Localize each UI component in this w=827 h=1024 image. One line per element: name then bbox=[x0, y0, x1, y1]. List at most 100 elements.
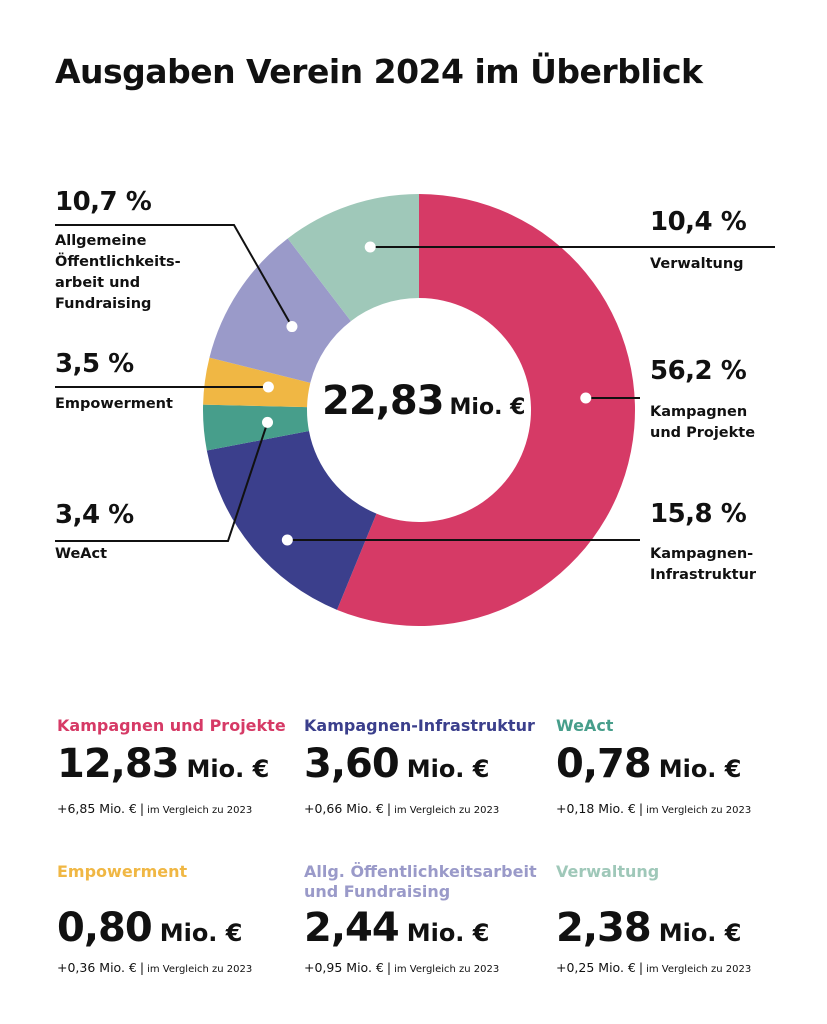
card-compare: im Vergleich zu 2023 bbox=[646, 805, 752, 816]
card-oeffentlichkeit: Allg. Öffentlichkeitsarbeit und Fundraisi… bbox=[304, 862, 549, 975]
slice-label-line: Kampagnen- bbox=[650, 546, 754, 562]
card-infra: Kampagnen-Infrastruktur 3,60 Mio. € +0,66 M… bbox=[304, 716, 549, 816]
card-label-line: Verwaltung bbox=[556, 862, 660, 881]
marker-oeffentlichkeit bbox=[286, 321, 298, 333]
slice-verwaltung bbox=[287, 194, 419, 322]
card-delta: +0,18 Mio. € bbox=[556, 801, 636, 816]
card-delta: +0,66 Mio. € bbox=[304, 801, 384, 816]
card-note: +0,36 Mio. € | im Vergleich zu 2023 bbox=[57, 960, 252, 975]
card-separator: | bbox=[638, 960, 644, 975]
slice-percent-kampagnen: 56,2 % bbox=[650, 356, 747, 386]
card-value-number: 2,38 bbox=[556, 905, 652, 951]
marker-verwaltung bbox=[364, 241, 376, 253]
slice-percent-verwaltung: 10,4 % bbox=[650, 207, 747, 237]
card-label-line: WeAct bbox=[556, 716, 614, 735]
card-separator: | bbox=[386, 960, 392, 975]
slice-oeffentlichkeit bbox=[209, 238, 351, 383]
slice-label-line: arbeit und bbox=[55, 275, 141, 291]
card-label-line: und Fundraising bbox=[304, 882, 451, 901]
card-separator: | bbox=[139, 960, 145, 975]
card-label-line: Allg. Öffentlichkeitsarbeit bbox=[304, 862, 537, 881]
card-value-number: 3,60 bbox=[304, 741, 400, 787]
slice-percent-empowerment: 3,5 % bbox=[55, 349, 134, 379]
card-value-number: 12,83 bbox=[57, 741, 180, 787]
card-empowerment: Empowerment 0,80 Mio. € +0,36 Mio. € | im Ver… bbox=[57, 862, 302, 975]
total-label: 22,83 Mio. € bbox=[322, 378, 525, 424]
slice-kampagnen bbox=[336, 194, 635, 626]
card-label-line: Empowerment bbox=[57, 862, 188, 881]
card-value-unit: Mio. € bbox=[159, 919, 243, 947]
card-value-unit: Mio. € bbox=[406, 919, 490, 947]
marker-weact bbox=[262, 416, 274, 428]
slice-label-verwaltung: Verwaltung bbox=[650, 254, 744, 275]
card-delta: +0,36 Mio. € bbox=[57, 960, 137, 975]
slice-label-line: Kampagnen bbox=[650, 404, 748, 420]
card-verwaltung: Verwaltung 2,38 Mio. € +0,25 Mio. € | im Verg… bbox=[556, 862, 801, 975]
slice-percent-infra: 15,8 % bbox=[650, 499, 747, 529]
card-delta: +0,25 Mio. € bbox=[556, 960, 636, 975]
slice-label-line: Öffentlichkeits- bbox=[55, 254, 181, 270]
card-label: Kampagnen und Projekte bbox=[57, 716, 302, 736]
card-separator: | bbox=[139, 801, 145, 816]
card-value: 2,44 Mio. € bbox=[304, 905, 489, 951]
card-label-line: Kampagnen-Infrastruktur bbox=[304, 716, 535, 735]
marker-empowerment bbox=[262, 381, 274, 393]
slice-label-empowerment: Empowerment bbox=[55, 394, 173, 415]
card-delta: +6,85 Mio. € bbox=[57, 801, 137, 816]
slice-label-line: Verwaltung bbox=[650, 256, 744, 272]
card-value-unit: Mio. € bbox=[658, 755, 742, 783]
total-unit: Mio. € bbox=[449, 395, 526, 420]
slice-label-weact: WeAct bbox=[55, 544, 107, 565]
slice-label-infra: Kampagnen- Infrastruktur bbox=[650, 544, 756, 586]
slice-label-line: und Projekte bbox=[650, 425, 756, 441]
card-value: 0,78 Mio. € bbox=[556, 741, 741, 787]
slice-percent-weact: 3,4 % bbox=[55, 500, 134, 530]
slice-percent-oeffentlichkeit: 10,7 % bbox=[55, 187, 152, 217]
card-value-number: 2,44 bbox=[304, 905, 400, 951]
card-compare: im Vergleich zu 2023 bbox=[147, 964, 253, 975]
card-value: 2,38 Mio. € bbox=[556, 905, 741, 951]
leader-line-oeffentlichkeit bbox=[55, 224, 293, 328]
card-value: 12,83 Mio. € bbox=[57, 741, 269, 787]
slice-label-line: Empowerment bbox=[55, 396, 173, 412]
leader-line-weact bbox=[55, 422, 269, 542]
marker-infra bbox=[281, 534, 293, 546]
slice-empowerment bbox=[203, 357, 311, 408]
card-label: Kampagnen-Infrastruktur bbox=[304, 716, 549, 736]
card-delta: +0,95 Mio. € bbox=[304, 960, 384, 975]
slice-label-line: Infrastruktur bbox=[650, 567, 757, 583]
card-compare: im Vergleich zu 2023 bbox=[394, 805, 500, 816]
card-compare: im Vergleich zu 2023 bbox=[646, 964, 752, 975]
card-kampagnen: Kampagnen und Projekte 12,83 Mio. € +6,85 M… bbox=[57, 716, 302, 816]
card-note: +0,18 Mio. € | im Vergleich zu 2023 bbox=[556, 801, 751, 816]
card-value: 3,60 Mio. € bbox=[304, 741, 489, 787]
card-value-unit: Mio. € bbox=[406, 755, 490, 783]
card-separator: | bbox=[386, 801, 392, 816]
card-weact: WeAct 0,78 Mio. € +0,18 Mio. € | im Vergleich… bbox=[556, 716, 801, 816]
card-label-line: Kampagnen und Projekte bbox=[57, 716, 286, 735]
card-label: WeAct bbox=[556, 716, 801, 736]
slice-label-line: Fundraising bbox=[55, 296, 152, 312]
donut-chart bbox=[55, 194, 775, 626]
card-compare: im Vergleich zu 2023 bbox=[147, 805, 253, 816]
slice-label-line: Allgemeine bbox=[55, 233, 147, 249]
card-separator: | bbox=[638, 801, 644, 816]
card-note: +6,85 Mio. € | im Vergleich zu 2023 bbox=[57, 801, 252, 816]
card-compare: im Vergleich zu 2023 bbox=[394, 964, 500, 975]
card-label: Empowerment bbox=[57, 862, 302, 882]
card-label: Allg. Öffentlichkeitsarbeit und Fundraisi… bbox=[304, 862, 549, 902]
card-note: +0,95 Mio. € | im Vergleich zu 2023 bbox=[304, 960, 499, 975]
marker-kampagnen bbox=[580, 392, 592, 404]
card-note: +0,25 Mio. € | im Vergleich zu 2023 bbox=[556, 960, 751, 975]
page-title: Ausgaben Verein 2024 im Überblick bbox=[55, 52, 703, 91]
slice-label-oeffentlichkeit: Allgemeine Öffentlichkeits-arbeit und Fund… bbox=[55, 231, 181, 315]
slice-weact bbox=[203, 404, 309, 451]
card-value-unit: Mio. € bbox=[658, 919, 742, 947]
card-value: 0,80 Mio. € bbox=[57, 905, 242, 951]
slice-label-kampagnen: Kampagnen und Projekte bbox=[650, 402, 755, 444]
total-value: 22,83 bbox=[322, 378, 445, 424]
card-label: Verwaltung bbox=[556, 862, 801, 882]
card-value-number: 0,80 bbox=[57, 905, 153, 951]
card-value-number: 0,78 bbox=[556, 741, 652, 787]
slice-label-line: WeAct bbox=[55, 546, 108, 562]
